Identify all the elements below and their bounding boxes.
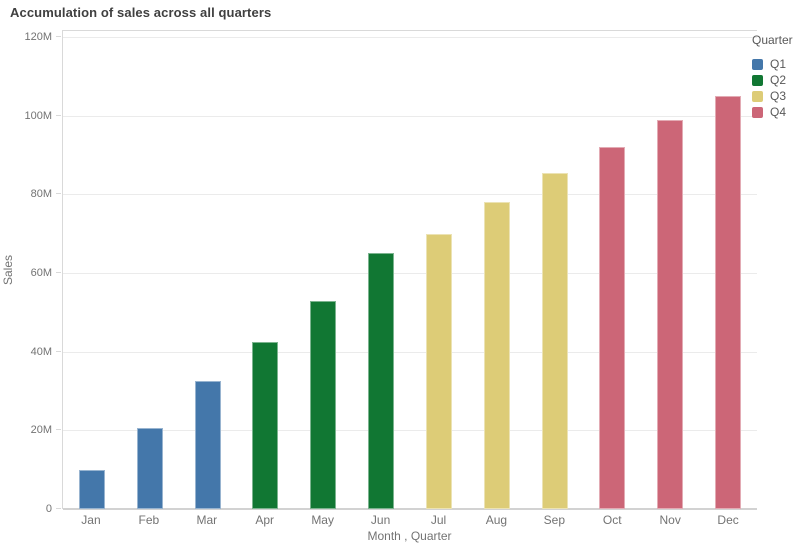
x-label-aug: Aug bbox=[485, 513, 508, 527]
bar-slot-jan bbox=[63, 38, 121, 509]
x-label-jul: Jul bbox=[430, 513, 447, 527]
y-tick-mark-80M bbox=[56, 193, 61, 195]
legend: Quarter Q1 Q2 Q3 Q4 bbox=[752, 33, 802, 120]
legend-swatch-q2 bbox=[752, 74, 763, 86]
legend-title: Quarter bbox=[752, 33, 793, 47]
y-tick-mark-20M bbox=[56, 429, 61, 431]
gridline-40M bbox=[63, 351, 757, 353]
bar-jun[interactable] bbox=[368, 253, 395, 509]
gridline-100M bbox=[63, 115, 757, 117]
x-label-may: May bbox=[311, 513, 334, 527]
gridline-60M bbox=[63, 273, 757, 274]
legend-item-q3[interactable]: Q3 bbox=[752, 88, 802, 104]
legend-label-q4: Q4 bbox=[770, 105, 787, 119]
x-label-jan: Jan bbox=[81, 513, 101, 527]
bar-aug[interactable] bbox=[483, 202, 510, 509]
x-label-mar: Mar bbox=[196, 513, 218, 527]
x-label-dec: Dec bbox=[717, 513, 739, 527]
bar-slot-may bbox=[294, 38, 352, 509]
legend-item-q4[interactable]: Q4 bbox=[752, 104, 802, 120]
gridline-20M bbox=[63, 430, 757, 432]
gridline-120M bbox=[63, 37, 757, 38]
bar-jan[interactable] bbox=[78, 469, 105, 509]
x-label-oct: Oct bbox=[602, 513, 622, 527]
y-tick-label-40M: 40M bbox=[30, 345, 52, 358]
bar-slot-sep bbox=[526, 38, 584, 509]
y-tick-mark-40M bbox=[56, 350, 61, 352]
bars-row bbox=[63, 38, 757, 509]
x-label-feb: Feb bbox=[138, 513, 160, 527]
gridline-80M bbox=[63, 194, 757, 196]
y-tick-label-80M: 80M bbox=[30, 188, 52, 201]
y-tick-mark-60M bbox=[56, 272, 61, 273]
bar-oct[interactable] bbox=[599, 147, 626, 509]
legend-item-q2[interactable]: Q2 bbox=[752, 72, 802, 88]
y-tick-label-60M: 60M bbox=[30, 267, 52, 279]
y-axis-title: Sales bbox=[1, 254, 15, 286]
plot-area bbox=[62, 30, 757, 510]
bar-dec[interactable] bbox=[715, 96, 742, 509]
bar-slot-dec bbox=[699, 38, 757, 509]
x-axis-baseline bbox=[63, 508, 757, 510]
legend-swatch-q4 bbox=[752, 106, 763, 118]
bar-slot-jul bbox=[410, 38, 468, 509]
y-tick-label-0: 0 bbox=[45, 503, 52, 515]
grid-zone bbox=[63, 37, 757, 510]
bar-slot-mar bbox=[179, 38, 237, 509]
bar-nov[interactable] bbox=[657, 119, 684, 509]
legend-swatch-q3 bbox=[752, 90, 763, 102]
legend-item-q1[interactable]: Q1 bbox=[752, 56, 802, 72]
y-tick-mark-100M bbox=[56, 114, 61, 116]
x-label-sep: Sep bbox=[543, 513, 566, 527]
legend-label-q1: Q1 bbox=[770, 57, 787, 71]
y-tick-mark-120M bbox=[56, 36, 61, 37]
bar-apr[interactable] bbox=[252, 341, 279, 509]
bar-mar[interactable] bbox=[194, 381, 221, 509]
x-label-apr: Apr bbox=[255, 513, 275, 527]
x-label-nov: Nov bbox=[659, 513, 681, 527]
chart-title: Accumulation of sales across all quarter… bbox=[10, 5, 272, 20]
legend-label-q2: Q2 bbox=[770, 73, 787, 87]
y-tick-label-20M: 20M bbox=[30, 424, 52, 437]
y-tick-mark-0 bbox=[56, 508, 61, 509]
bar-jul[interactable] bbox=[425, 233, 452, 509]
legend-label-q3: Q3 bbox=[770, 89, 787, 103]
y-tick-label-100M: 100M bbox=[24, 109, 52, 122]
bar-slot-oct bbox=[583, 38, 641, 509]
bar-sep[interactable] bbox=[541, 172, 568, 509]
bar-slot-feb bbox=[121, 38, 179, 509]
bar-slot-apr bbox=[236, 38, 294, 509]
bar-may[interactable] bbox=[310, 300, 337, 509]
y-axis-ticks: 0 20M 40M 60M 80M 100M 120M bbox=[0, 31, 62, 515]
y-tick-label-120M: 120M bbox=[24, 31, 52, 43]
legend-items: Q1 Q2 Q3 Q4 bbox=[752, 56, 802, 120]
legend-swatch-q1 bbox=[752, 58, 763, 70]
bar-slot-aug bbox=[468, 38, 526, 509]
bar-slot-jun bbox=[352, 38, 410, 509]
x-axis-title: Month , Quarter bbox=[367, 529, 452, 543]
x-label-jun: Jun bbox=[370, 513, 391, 527]
bar-feb[interactable] bbox=[136, 428, 163, 509]
bar-slot-nov bbox=[641, 38, 699, 509]
x-axis-labels: Jan Feb Mar Apr May Jun Jul Aug Sep Oct Nov Dec bbox=[62, 513, 757, 527]
